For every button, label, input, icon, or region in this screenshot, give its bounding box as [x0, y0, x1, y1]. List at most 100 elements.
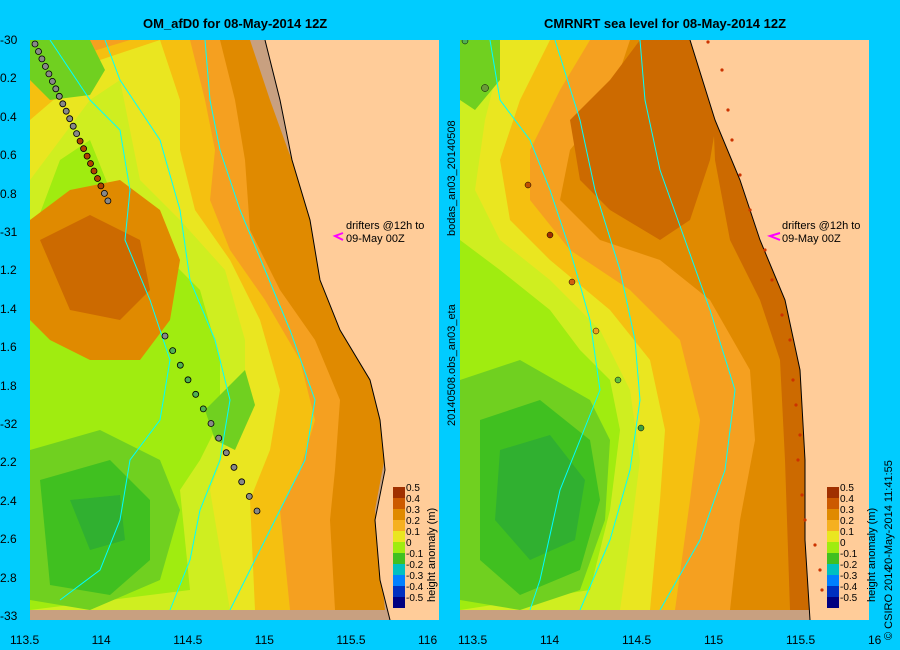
left-drifter-note: drifters @12h to 09-May 00Z: [346, 220, 424, 246]
colorbar-tick-label: -0.4: [840, 582, 858, 593]
drifter-direction-arrow: [332, 232, 344, 241]
colorbar-tick-label: 0.1: [406, 527, 420, 538]
drifter-point: [748, 208, 752, 212]
colorbar-tick-label: 0.2: [840, 516, 854, 527]
colorbar-swatch: [827, 531, 839, 542]
colorbar-tick-label: -0.5: [406, 593, 424, 604]
colorbar-swatch: [827, 597, 839, 608]
drifter-point: [69, 122, 77, 130]
colorbar-tick-label: -0.5: [840, 593, 858, 604]
colorbar-swatch: [393, 542, 405, 553]
drifter-point: [161, 332, 169, 340]
colorbar-swatch: [393, 553, 405, 564]
drifter-point: [184, 376, 192, 384]
drifter-point: [76, 137, 84, 145]
colorbar-swatch: [393, 586, 405, 597]
colorbar-swatch: [827, 586, 839, 597]
y-tick-label: 2.6: [0, 532, 17, 547]
colorbar-tick-label: -0.2: [406, 560, 424, 571]
drifter-point: [800, 493, 804, 497]
x-tick-label: 114.5: [173, 633, 203, 647]
drifter-point: [90, 167, 98, 175]
colorbar-swatch: [827, 575, 839, 586]
x-tick-label: 113.5: [10, 633, 40, 647]
y-tick-label: -33: [0, 609, 18, 623]
drifter-point: [818, 568, 822, 572]
drifter-point: [169, 347, 177, 355]
colorbar-swatch: [827, 553, 839, 564]
drifter-point: [66, 115, 74, 123]
colorbar-tick-label: 0: [406, 538, 412, 549]
drifter-track: [31, 40, 261, 515]
drifter-point: [813, 543, 817, 547]
drifter-point: [253, 507, 261, 515]
coastline: [264, 40, 391, 620]
footer-copyright: © CSIRO 2014: [883, 566, 895, 640]
y-tick-label: -30: [0, 33, 18, 47]
colorbar-tick-label: 0: [840, 538, 846, 549]
drifter-point: [52, 85, 60, 93]
drifter-point: [55, 92, 63, 100]
colorbar-tick-label: 0.4: [406, 494, 420, 505]
model-source-label: bodas_an03_20140508: [446, 120, 458, 236]
y-tick-label: 1.2: [0, 263, 17, 278]
left-note-line2: 09-May 00Z: [346, 233, 405, 245]
drifter-point: [199, 405, 207, 413]
drifter-point: [726, 108, 730, 112]
colorbar-swatch: [827, 509, 839, 520]
colorbar-swatch: [393, 509, 405, 520]
drifter-point: [738, 173, 742, 177]
drifter-point: [83, 152, 91, 160]
bathymetry-contour: [49, 40, 171, 601]
colorbar-swatch: [827, 498, 839, 509]
drifter-point: [176, 361, 184, 369]
colorbar-swatch: [393, 575, 405, 586]
colorbar-tick-label: -0.2: [840, 560, 858, 571]
drifter-point: [192, 390, 200, 398]
colorbar-swatch: [393, 564, 405, 575]
right-map-title: CMRNRT sea level for 08-May-2014 12Z: [544, 16, 787, 31]
y-tick-label: -31: [0, 225, 18, 239]
colorbar-swatch: [393, 531, 405, 542]
colorbar-tick-label: -0.1: [406, 549, 424, 560]
colorbar-swatch: [827, 520, 839, 531]
drifter-point: [207, 420, 215, 427]
right-note-line2: 09-May 00Z: [782, 233, 841, 245]
coastline: [689, 40, 811, 620]
right-map-panel[interactable]: [460, 40, 869, 620]
y-tick-label: 1.8: [0, 378, 17, 393]
colorbar-tick-label: 0.2: [406, 516, 420, 527]
drifter-point: [41, 62, 49, 70]
y-tick-label: 0.4: [0, 109, 17, 124]
y-tick-label: 0.6: [0, 148, 17, 163]
x-tick-label: 16: [868, 633, 882, 647]
right-map-canvas: [460, 40, 869, 620]
drifter-point: [245, 492, 253, 500]
colorbar-swatch: [393, 487, 405, 498]
x-tick-label: 115: [704, 633, 724, 647]
left-map-canvas: [30, 40, 439, 620]
colorbar-tick-label: 0.5: [840, 483, 854, 494]
drifter-point: [803, 518, 807, 522]
x-tick-label: 115: [254, 633, 274, 647]
colorbar-tick-label: 0.3: [406, 505, 420, 516]
colorbar-swatch: [393, 597, 405, 608]
drifter-point: [796, 458, 800, 462]
drifter-point: [35, 48, 42, 55]
y-tick-label: 2.4: [0, 493, 17, 508]
colorbar-swatch: [393, 498, 405, 509]
drifter-markers: [706, 40, 824, 592]
land-mass: [690, 40, 869, 620]
drifter-point: [59, 100, 67, 108]
left-map-panel[interactable]: [30, 40, 439, 620]
x-tick-label: 114: [540, 633, 560, 647]
colorbar-tick-label: -0.4: [406, 582, 424, 593]
drifter-point: [720, 68, 724, 72]
drifter-point: [97, 182, 105, 190]
y-tick-label: 0.8: [0, 186, 17, 201]
y-tick-label: 2.8: [0, 570, 17, 585]
colorbar-swatch: [393, 520, 405, 531]
drifter-point: [48, 78, 56, 85]
drifter-point: [101, 189, 108, 197]
drifter-point: [791, 378, 795, 382]
